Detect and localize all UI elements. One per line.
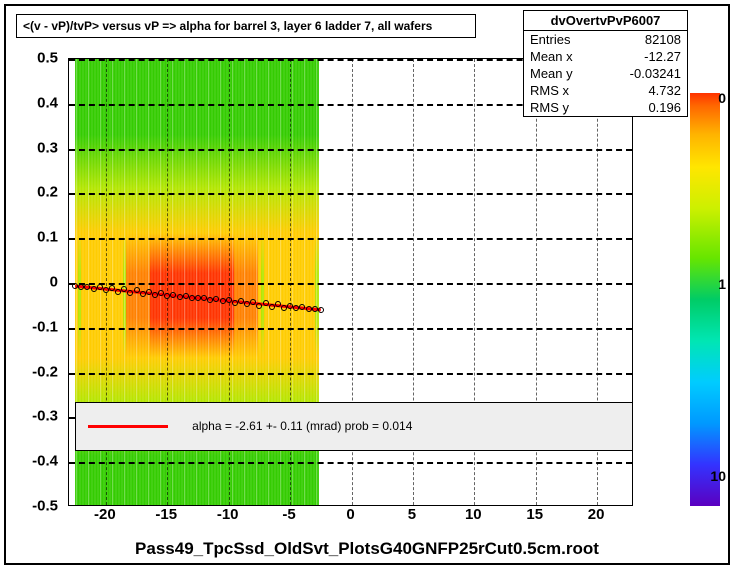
x-tick-label: -5 bbox=[282, 506, 295, 523]
y-tick-label: -0.5 bbox=[8, 498, 58, 515]
stats-value: -12.27 bbox=[644, 49, 681, 64]
y-tick-label: 0.3 bbox=[8, 139, 58, 156]
root-frame: <(v - vP)/tvP> versus vP => alpha for ba… bbox=[4, 4, 730, 565]
stats-label: Mean y bbox=[530, 66, 573, 81]
stats-row: Mean y -0.03241 bbox=[524, 65, 687, 82]
y-tick-label: 0 bbox=[8, 274, 58, 291]
x-tick-label: -10 bbox=[217, 506, 239, 523]
stats-box: dvOvertvPvP6007 Entries 82108 Mean x -12… bbox=[523, 10, 688, 117]
stats-label: RMS y bbox=[530, 100, 569, 115]
y-tick-label: 0.2 bbox=[8, 184, 58, 201]
colorbar-tick: 10 bbox=[710, 468, 726, 484]
y-tick-label: -0.3 bbox=[8, 408, 58, 425]
y-tick-label: 0.1 bbox=[8, 229, 58, 246]
stats-value: -0.03241 bbox=[630, 66, 681, 81]
x-tick-label: 20 bbox=[588, 506, 605, 523]
y-tick-label: 0.4 bbox=[8, 94, 58, 111]
y-tick-label: -0.1 bbox=[8, 318, 58, 335]
stats-row: RMS x 4.732 bbox=[524, 82, 687, 99]
y-tick-label: -0.4 bbox=[8, 453, 58, 470]
stats-value: 4.732 bbox=[648, 83, 681, 98]
stats-value: 82108 bbox=[645, 32, 681, 47]
x-tick-label: 10 bbox=[465, 506, 482, 523]
x-tick-label: -15 bbox=[155, 506, 177, 523]
legend-text: alpha = -2.61 +- 0.11 (mrad) prob = 0.01… bbox=[192, 419, 412, 433]
legend-line-icon bbox=[88, 425, 168, 428]
footer-title: Pass49_TpcSsd_OldSvt_PlotsG40GNFP25rCut0… bbox=[6, 539, 728, 559]
stats-row: RMS y 0.196 bbox=[524, 99, 687, 116]
y-tick-label: 0.5 bbox=[8, 50, 58, 67]
plot-title: <(v - vP)/tvP> versus vP => alpha for ba… bbox=[16, 14, 476, 38]
plot-title-text: <(v - vP)/tvP> versus vP => alpha for ba… bbox=[23, 19, 432, 33]
colorbar bbox=[690, 93, 720, 506]
x-tick-label: 0 bbox=[346, 506, 354, 523]
stats-row: Mean x -12.27 bbox=[524, 48, 687, 65]
y-tick-label: -0.2 bbox=[8, 363, 58, 380]
stats-label: RMS x bbox=[530, 83, 569, 98]
plot-area: alpha = -2.61 +- 0.11 (mrad) prob = 0.01… bbox=[68, 58, 633, 506]
stats-row: Entries 82108 bbox=[524, 31, 687, 48]
x-tick-label: 5 bbox=[408, 506, 416, 523]
stats-label: Mean x bbox=[530, 49, 573, 64]
stats-value: 0.196 bbox=[648, 100, 681, 115]
stats-label: Entries bbox=[530, 32, 570, 47]
legend-box: alpha = -2.61 +- 0.11 (mrad) prob = 0.01… bbox=[75, 402, 633, 451]
x-tick-label: -20 bbox=[94, 506, 116, 523]
x-tick-label: 15 bbox=[526, 506, 543, 523]
stats-header: dvOvertvPvP6007 bbox=[524, 11, 687, 31]
colorbar-tick: 1 bbox=[718, 276, 726, 292]
colorbar-tick: 0 bbox=[718, 90, 726, 106]
